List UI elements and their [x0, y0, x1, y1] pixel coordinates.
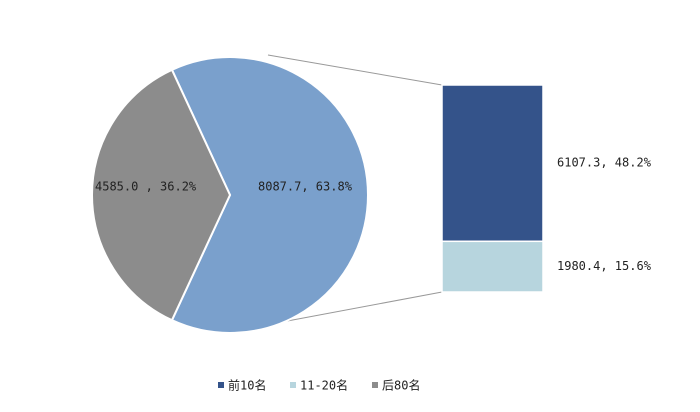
legend-label: 后80名: [382, 378, 420, 393]
data-label: 8087.7, 63.8%: [258, 180, 353, 194]
legend-marker: [218, 382, 224, 388]
bar-segment: [441, 84, 544, 243]
legend-marker: [290, 382, 296, 388]
connector: [267, 54, 443, 86]
data-label: 4585.0 , 36.2%: [95, 180, 197, 194]
pie-slice: [91, 68, 232, 322]
legend-label: 前10名: [228, 378, 266, 393]
pie-slice: [170, 56, 369, 334]
data-label: 6107.3, 48.2%: [557, 156, 652, 170]
legend-label: 11-20名: [300, 378, 348, 393]
legend-marker: [372, 382, 378, 388]
data-label: 1980.4, 15.6%: [557, 259, 652, 273]
connector: [281, 291, 443, 323]
bar-segment: [441, 240, 544, 293]
